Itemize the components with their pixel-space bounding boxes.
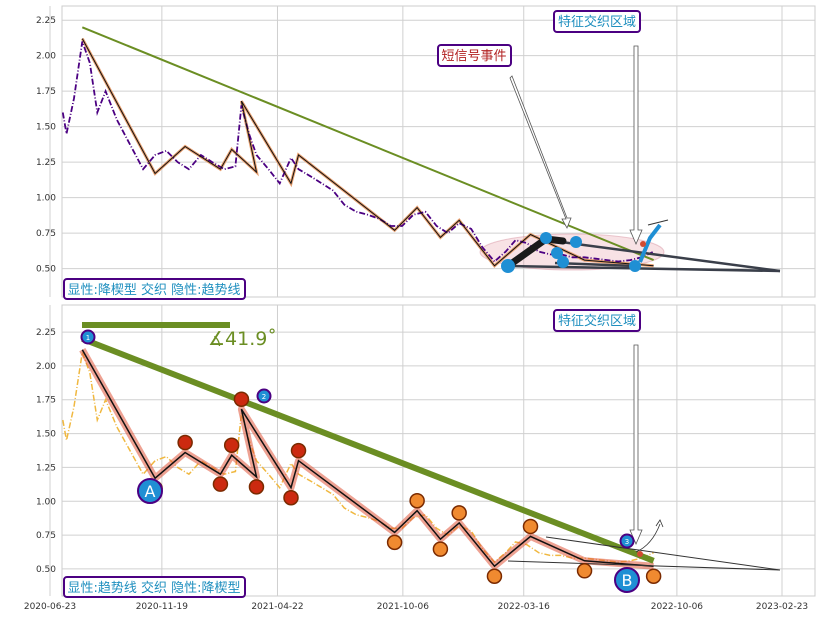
y-tick-label: 1.75 (36, 87, 56, 97)
x-tick-label: 2021-10-06 (377, 602, 430, 612)
pivot-dot (501, 259, 515, 273)
y-tick-label: 1.50 (36, 123, 56, 133)
y-tick-label: 1.25 (36, 158, 56, 168)
y-tick-label: 0.50 (36, 265, 56, 275)
top-callout-signal: 短信号事件 (437, 44, 512, 67)
y-tick-label: 1.00 (36, 194, 56, 204)
pivot-dot (540, 232, 552, 244)
pivot-1: 1 (80, 329, 96, 345)
zigzag-marker (522, 518, 539, 535)
zigzag-marker (576, 563, 593, 579)
bottom-breakout (635, 519, 664, 557)
bottom-series (62, 336, 655, 570)
x-tick-label: 2022-10-06 (651, 602, 704, 612)
bottom-grid (49, 305, 815, 596)
zigzag-marker (645, 568, 662, 584)
bottom-legend: 显性:趋势线 交织 隐性:降楔型 (63, 576, 246, 598)
zigzag-markers (147, 391, 662, 584)
trend-line (81, 26, 654, 262)
zigzag-marker (386, 534, 403, 551)
top-series (61, 26, 654, 268)
y-tick-label: 1.25 (36, 463, 56, 473)
pivot-dots (501, 232, 641, 273)
y-tick-label: 1.00 (36, 497, 56, 507)
zigzag-marker (233, 391, 250, 407)
zigzag-marker (223, 437, 240, 453)
pivot-2: 2 (256, 388, 272, 404)
top-legend: 显性:降楔型 交织 隐性:趋势线 (63, 278, 246, 300)
zigzag-marker (409, 492, 425, 509)
zigzag-marker (283, 489, 299, 506)
price-line (61, 41, 654, 263)
top-y-ticks: 0.50 0.75 1.00 1.25 1.50 1.75 2.00 2.25 (36, 16, 56, 274)
marker-b: B (614, 567, 640, 593)
y-tick-label: 2.00 (36, 52, 56, 62)
zigzag-marker (248, 479, 265, 495)
top-legend-label: 显性:降楔型 交织 隐性:趋势线 (67, 282, 240, 298)
zigzag-marker (486, 568, 503, 584)
pivot-dot (557, 256, 569, 268)
bottom-panel: 0.50 0.75 1.00 1.25 1.50 1.75 2.00 2.25 2020-06… (24, 304, 816, 612)
pivot-1-label: 1 (86, 334, 90, 342)
x-ticks: 2020-06-23 2020-11-19 2021-04-22 2021-10-06… (24, 602, 808, 612)
pivot-3: 3 (619, 533, 635, 549)
y-tick-label: 1.50 (36, 430, 56, 440)
x-tick-label: 2022-03-16 (498, 602, 551, 612)
bottom-y-ticks: 0.50 0.75 1.00 1.25 1.50 1.75 2.00 2.25 (36, 328, 56, 575)
zigzag-line (81, 349, 654, 568)
pivot-3-label: 3 (625, 538, 629, 546)
top-panel: 0.50 0.75 1.00 1.25 1.50 1.75 2.00 2.25 (36, 5, 816, 300)
y-tick-label: 1.75 (36, 396, 56, 406)
short-signal-label: 短信号事件 (441, 49, 506, 64)
y-tick-label: 2.00 (36, 362, 56, 372)
zigzag-marker (212, 476, 229, 492)
breakout-arrow (638, 219, 669, 263)
top-callout-zone: 特征交织区域 (553, 10, 641, 33)
pivot-2-label: 2 (262, 393, 266, 401)
y-tick-label: 0.50 (36, 565, 56, 575)
top-zone-label: 特征交织区域 (558, 14, 636, 30)
marker-a: A (137, 478, 163, 504)
bottom-zone-label: 特征交织区域 (558, 313, 636, 329)
zigzag-marker (290, 442, 307, 459)
trend-line (81, 336, 655, 564)
bottom-callout-zone: 特征交织区域 (553, 309, 641, 332)
zigzag-marker (177, 434, 193, 451)
callout-arrows (509, 45, 643, 246)
bottom-wedge-lines (507, 536, 781, 571)
pivot-dot (551, 247, 563, 259)
x-tick-label: 2020-11-19 (136, 602, 189, 612)
zigzag-marker (451, 505, 467, 521)
pivot-dot (570, 236, 582, 248)
x-tick-label: 2021-04-22 (251, 602, 303, 612)
y-tick-label: 0.75 (36, 531, 56, 541)
price-line (62, 349, 654, 564)
bottom-callout-arrow (629, 344, 643, 546)
x-tick-label: 2020-06-23 (24, 602, 76, 612)
zigzag-line (81, 38, 654, 267)
bottom-legend-label: 显性:趋势线 交织 隐性:降楔型 (67, 580, 240, 596)
y-tick-label: 2.25 (36, 328, 56, 338)
zigzag-marker (432, 541, 449, 557)
x-tick-label: 2023-02-23 (756, 602, 808, 612)
y-tick-label: 0.75 (36, 229, 56, 239)
pivot-dot (629, 260, 641, 272)
marker-b-label: B (622, 571, 633, 590)
y-tick-label: 2.25 (36, 16, 56, 26)
angle-label: ∡41.9˚ (208, 328, 277, 350)
marker-a-label: A (145, 482, 156, 501)
